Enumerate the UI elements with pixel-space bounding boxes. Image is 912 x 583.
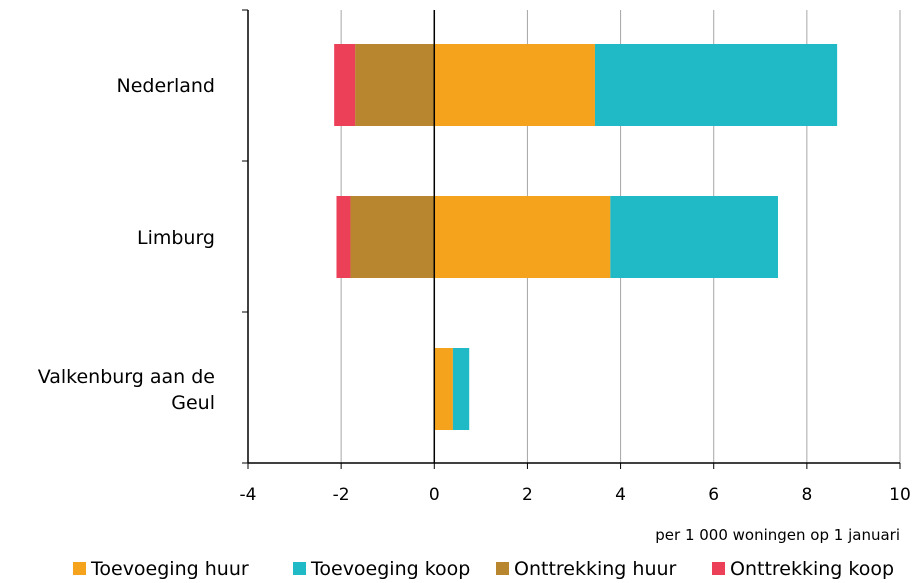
legend-swatch-onttrekking-koop (712, 562, 725, 575)
bar-toevoeging-huur-valkenburg-aan-de-geul (434, 348, 453, 430)
bar-onttrekking-koop-limburg (336, 196, 351, 278)
legend-label-onttrekking-koop: Onttrekking koop (730, 558, 894, 579)
bar-toevoeging-huur-limburg (434, 196, 611, 278)
axes (242, 9, 901, 469)
category-label: Valkenburg aan de (38, 366, 215, 388)
x-tick-label: -4 (240, 485, 257, 505)
legend-label-toevoeging-koop: Toevoeging koop (310, 558, 470, 579)
x-tick-label: 4 (615, 485, 626, 505)
bar-onttrekking-koop-nederland (334, 44, 356, 126)
category-labels: Nederland Limburg Valkenburg aan de Geul (38, 75, 215, 414)
category-label: Nederland (117, 75, 216, 97)
bar-onttrekking-huur-limburg (350, 196, 435, 278)
legend-label-toevoeging-huur: Toevoeging huur (90, 558, 249, 579)
legend-swatch-onttrekking-huur (496, 562, 509, 575)
x-axis-note: per 1 000 woningen op 1 januari (655, 526, 900, 544)
x-tick-label: 2 (522, 485, 533, 505)
bar-toevoeging-huur-nederland (434, 44, 595, 126)
category-label: Limburg (137, 227, 215, 249)
x-tick-label: -2 (333, 485, 350, 505)
legend-label-onttrekking-huur: Onttrekking huur (514, 558, 677, 579)
category-label: Geul (171, 392, 215, 414)
bar-onttrekking-huur-nederland (355, 44, 435, 126)
legend-swatch-toevoeging-koop (293, 562, 306, 575)
bar-toevoeging-koop-valkenburg-aan-de-geul (452, 348, 470, 430)
x-tick-label: 6 (708, 485, 719, 505)
bars (334, 44, 838, 430)
bar-toevoeging-koop-nederland (594, 44, 838, 126)
bar-toevoeging-koop-limburg (610, 196, 778, 278)
x-tick-labels: -4 -2 0 2 4 6 8 10 (240, 485, 911, 505)
x-tick-label: 10 (889, 485, 911, 505)
x-tick-label: 8 (801, 485, 812, 505)
legend-swatch-toevoeging-huur (73, 562, 86, 575)
x-tick-label: 0 (429, 485, 440, 505)
legend: Toevoeging huur Toevoeging koop Onttrekkin… (73, 558, 894, 580)
